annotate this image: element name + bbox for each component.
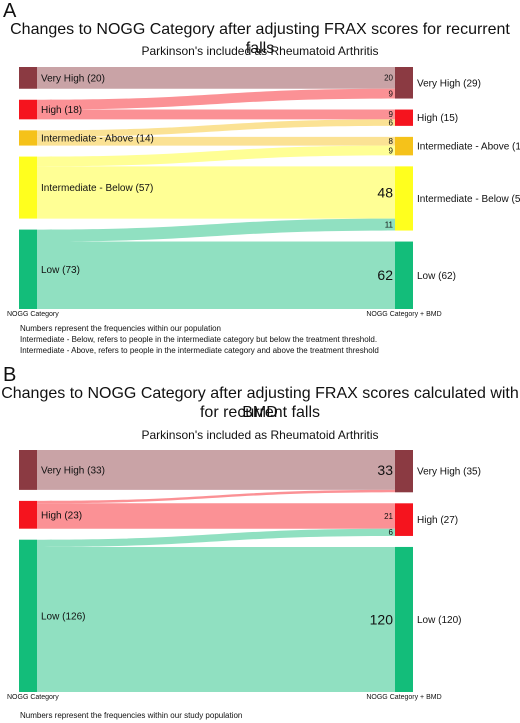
panel-b-title-line1: Changes to NOGG Category after adjusting… bbox=[1, 385, 519, 421]
flow-0-high-to-very_high bbox=[37, 88, 395, 110]
flow-label-0-low-to-low: 62 bbox=[377, 267, 393, 283]
right-node-label-1-low: Low (120) bbox=[417, 615, 461, 626]
panel-a-subtitle: Parkinson's included as Rheumatoid Arthr… bbox=[141, 44, 379, 58]
right-node-label-1-very_high: Very High (35) bbox=[417, 467, 481, 478]
right-node-1-low bbox=[395, 546, 413, 692]
left-node-label-0-high: High (18) bbox=[41, 105, 82, 116]
left-node-0-intermediate_below bbox=[19, 156, 37, 219]
flow-0-intermediate_below-to-intermediate_below bbox=[37, 166, 395, 219]
flow-0-intermediate_below-to-intermediate_above bbox=[37, 145, 395, 167]
left-node-0-high bbox=[19, 99, 37, 120]
left-node-label-1-high: High (23) bbox=[41, 510, 82, 521]
left-node-label-0-intermediate_above: Intermediate - Above (14) bbox=[41, 133, 154, 144]
flow-0-intermediate_above-to-high bbox=[37, 119, 395, 137]
left-node-0-very_high bbox=[19, 67, 37, 89]
flow-label-0-high-to-very_high: 9 bbox=[389, 89, 394, 98]
right-node-1-very_high bbox=[395, 450, 413, 493]
right-node-label-0-intermediate_above: Intermediate - Above (17) bbox=[417, 142, 520, 153]
flow-label-0-intermediate_above-to-intermediate_above: 8 bbox=[389, 137, 394, 146]
panel-a-note-2: Intermediate - Below, refers to people i… bbox=[20, 335, 378, 344]
panel-a-note-3: Intermediate - Above, refers to people i… bbox=[20, 346, 379, 355]
right-node-label-0-high: High (15) bbox=[417, 113, 458, 124]
flow-0-intermediate_above-to-intermediate_above bbox=[37, 136, 395, 146]
left-node-1-very_high bbox=[19, 450, 37, 490]
panel-b-letter: B bbox=[3, 364, 17, 386]
left-node-0-low bbox=[19, 229, 37, 309]
panel-b-note-1: Numbers represent the frequencies within… bbox=[20, 711, 243, 720]
flow-label-0-low-to-intermediate_below: 11 bbox=[385, 220, 394, 229]
panel-a-note-1: Numbers represent the frequencies within… bbox=[20, 324, 222, 333]
flow-0-low-to-intermediate_below bbox=[37, 218, 395, 242]
flow-1-very_high-to-very_high bbox=[37, 450, 395, 490]
flow-label-1-low-to-high: 6 bbox=[389, 528, 394, 537]
axis-right-label-0: NOGG Category + BMD bbox=[366, 311, 441, 318]
flow-1-low-to-high bbox=[37, 528, 395, 547]
left-node-1-high bbox=[19, 500, 37, 529]
left-node-label-1-very_high: Very High (33) bbox=[41, 465, 105, 476]
flow-label-0-high-to-high: 9 bbox=[389, 110, 394, 119]
axis-left-label-0: NOGG Category bbox=[7, 311, 59, 318]
right-node-label-0-very_high: Very High (29) bbox=[417, 78, 481, 89]
axis-right-label-1: NOGG Category + BMD bbox=[366, 694, 441, 701]
axis-left-label-1: NOGG Category bbox=[7, 694, 59, 701]
flow-label-0-very_high-to-very_high: 20 bbox=[384, 74, 393, 83]
right-node-0-high bbox=[395, 109, 413, 126]
left-node-1-low bbox=[19, 539, 37, 692]
right-node-1-high bbox=[395, 503, 413, 536]
right-node-label-0-intermediate_below: Intermediate - Below (59) bbox=[417, 194, 520, 205]
flow-label-1-very_high-to-very_high: 33 bbox=[377, 462, 393, 478]
flow-1-high-to-very_high bbox=[37, 489, 395, 504]
flow-1-low-to-low bbox=[37, 546, 395, 692]
left-node-label-0-very_high: Very High (20) bbox=[41, 73, 105, 84]
left-node-label-1-low: Low (126) bbox=[41, 611, 85, 622]
flow-label-0-intermediate_above-to-high: 6 bbox=[389, 118, 394, 127]
panel-b-subtitle: Parkinson's included as Rheumatoid Arthr… bbox=[141, 428, 379, 442]
left-node-label-0-intermediate_below: Intermediate - Below (57) bbox=[41, 183, 153, 194]
flow-label-0-intermediate_below-to-intermediate_below: 48 bbox=[377, 184, 393, 200]
right-node-0-intermediate_above bbox=[395, 136, 413, 156]
flow-0-high-to-high bbox=[37, 109, 395, 120]
right-node-0-very_high bbox=[395, 67, 413, 99]
flow-label-0-intermediate_below-to-intermediate_above: 9 bbox=[389, 146, 394, 155]
panel-a-title: Changes to NOGG Category after adjusting… bbox=[10, 21, 510, 57]
right-node-0-intermediate_below bbox=[395, 166, 413, 231]
right-node-label-0-low: Low (62) bbox=[417, 271, 456, 282]
panel-b-title-line2: for recurrent falls bbox=[199, 404, 321, 421]
right-node-label-1-high: High (27) bbox=[417, 515, 458, 526]
flow-0-low-to-low bbox=[37, 241, 395, 309]
flow-label-1-low-to-low: 120 bbox=[370, 611, 394, 627]
flow-1-high-to-high bbox=[37, 503, 395, 529]
left-node-0-intermediate_above bbox=[19, 130, 37, 146]
flow-label-1-high-to-high: 21 bbox=[384, 512, 393, 521]
flow-0-very_high-to-very_high bbox=[37, 67, 395, 89]
right-node-0-low bbox=[395, 241, 413, 309]
left-node-label-0-low: Low (73) bbox=[41, 265, 80, 276]
panel-a-letter: A bbox=[3, 0, 17, 22]
